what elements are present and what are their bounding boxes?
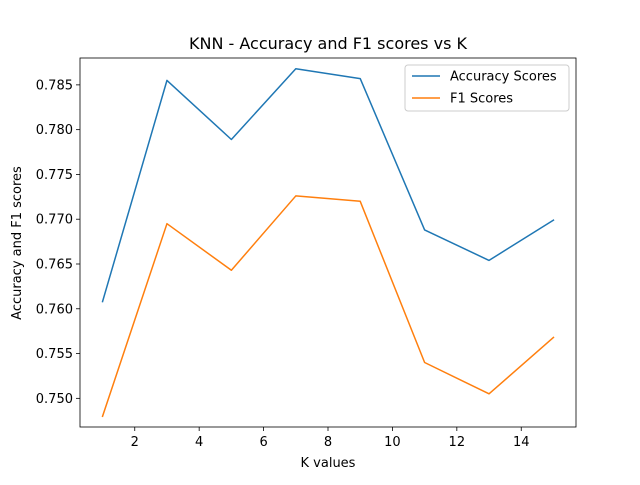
x-tick-label: 6 <box>259 435 267 450</box>
legend-label-0: Accuracy Scores <box>450 70 557 85</box>
x-tick-label: 2 <box>131 435 139 450</box>
x-tick-label: 8 <box>324 435 332 450</box>
series-line-0 <box>101 68 555 303</box>
series-line-1 <box>101 195 555 418</box>
y-axis: 0.750 0.755 0.760 0.765 0.770 0.775 0.780 0.785 <box>36 78 80 407</box>
y-tick-label: 0.770 <box>36 213 73 228</box>
x-axis-label: K values <box>301 456 356 471</box>
y-tick-label: 0.765 <box>36 257 73 272</box>
y-tick-label: 0.780 <box>36 123 73 138</box>
legend: Accuracy Scores F1 Scores <box>404 64 570 112</box>
y-tick-label: 0.775 <box>36 168 73 183</box>
x-tick-label: 14 <box>513 435 530 450</box>
y-tick-label: 0.760 <box>36 302 73 317</box>
legend-box <box>404 64 570 112</box>
plot-frame <box>79 57 577 428</box>
x-tick-label: 10 <box>384 435 401 450</box>
x-tick-label: 12 <box>449 435 466 450</box>
chart-title: KNN - Accuracy and F1 scores vs K <box>189 34 467 53</box>
plot-area <box>79 57 577 428</box>
y-tick-label: 0.750 <box>36 392 73 407</box>
x-tick-label: 4 <box>195 435 203 450</box>
y-tick-label: 0.785 <box>36 78 73 93</box>
legend-label-1: F1 Scores <box>450 92 513 107</box>
x-axis: 2 4 6 8 10 12 14 <box>131 427 530 450</box>
y-axis-label: Accuracy and F1 scores <box>10 166 25 320</box>
y-tick-label: 0.755 <box>36 347 73 362</box>
